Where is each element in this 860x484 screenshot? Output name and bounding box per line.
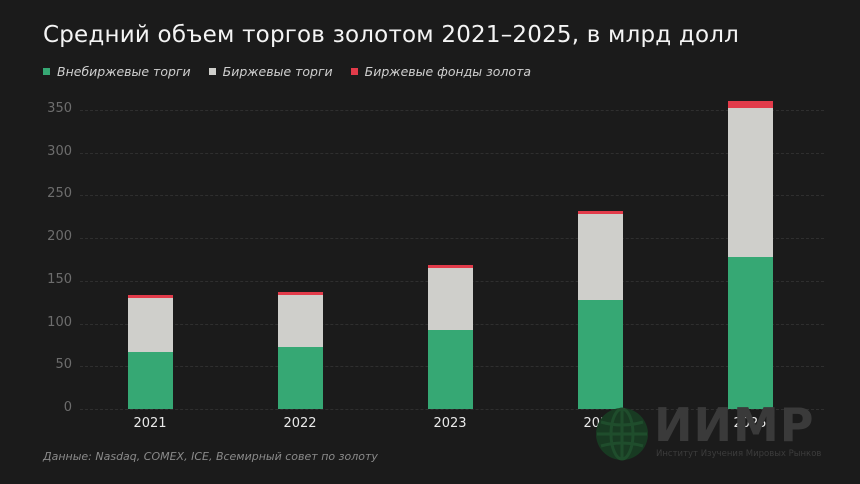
bar-segment [727,256,773,409]
stacked-bar-2024 [577,210,623,409]
gridline [80,238,824,240]
stacked-bar-2025 [727,101,773,409]
x-tick-label: 2023 [433,416,467,431]
globe-icon [596,407,648,461]
bar-segment [127,351,173,409]
y-tick-label: 250 [47,186,72,202]
stacked-bar-2021 [127,295,173,409]
bar-segment [277,346,323,409]
y-tick-label: 150 [47,271,72,287]
stacked-bar-2023 [427,265,473,409]
legend-label: Биржевые фонды золота [364,64,532,79]
bar-segment [727,101,773,109]
bar-segment [577,214,623,301]
legend-swatch-exchange [208,68,216,75]
y-tick-label: 0 [63,400,72,415]
source-note: Данные: Nasdaq, COMEX, ICE, Всемирный со… [43,450,378,463]
logo-subtitle: Институт Изучения Мировых Рынков [656,449,822,459]
legend-swatch-otc [43,68,50,75]
legend-swatch-etf [350,68,358,75]
logo-name: ИИМР [654,398,815,452]
bar-segment [427,265,473,269]
legend-item-otc: Внебиржевые торги [43,64,191,79]
gridline [80,152,824,154]
legend: Внебиржевые торги Биржевые торги Биржевы… [43,64,531,79]
legend-item-etf: Биржевые фонды золота [350,64,532,79]
bar-segment [577,210,623,215]
y-tick-label: 350 [47,101,72,116]
bar-segment [277,291,323,296]
legend-label: Биржевые торги [222,64,333,79]
bar-segment [127,297,173,352]
bar-segment [427,268,473,330]
bar-segment [577,300,623,409]
y-tick-label: 50 [55,357,72,373]
y-tick-label: 100 [47,314,72,330]
stacked-bar-2022 [277,291,323,409]
bar-segment [727,108,773,257]
x-tick-label: 2025 [733,416,767,431]
x-tick-label: 2022 [283,416,317,431]
gridline [80,110,824,111]
bar-segment [277,295,323,347]
bar-segment [427,329,473,409]
legend-item-exchange: Биржевые торги [208,64,333,79]
y-tick-label: 200 [47,229,72,245]
x-tick-label: 2021 [133,416,167,431]
legend-label: Внебиржевые торги [57,64,191,79]
logo-watermark: ИИМР Институт Изучения Мировых Рынков [594,398,834,464]
gridline [80,409,824,410]
bar-segment [127,295,173,298]
chart-title: Средний объем торгов золотом 2021–2025, … [43,22,740,48]
y-tick-label: 300 [47,143,72,159]
gridline [80,195,824,197]
